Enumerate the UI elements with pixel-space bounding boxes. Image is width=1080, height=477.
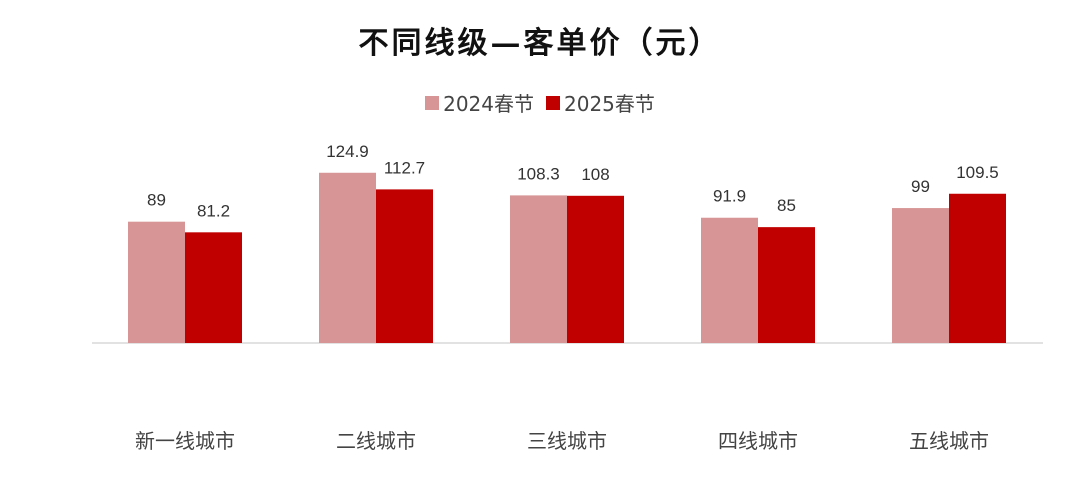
legend-item-2025: 2025春节 bbox=[546, 88, 655, 117]
bar-2025-2 bbox=[567, 195, 624, 343]
data-label-2024-3: 91.9 bbox=[713, 187, 746, 206]
legend-swatch-2024 bbox=[425, 95, 440, 110]
legend-swatch-2025 bbox=[546, 95, 560, 110]
data-label-2025-1: 112.7 bbox=[384, 158, 425, 177]
bar-2024-1 bbox=[319, 172, 376, 343]
data-label-2025-3: 85 bbox=[777, 196, 796, 215]
x-tick-label-1: 二线城市 bbox=[336, 429, 416, 453]
chart-title: 不同线级—客单价（元） bbox=[358, 26, 722, 61]
bar-2024-0 bbox=[128, 221, 185, 343]
data-label-2025-0: 81.2 bbox=[197, 201, 230, 220]
data-label-2024-1: 124.9 bbox=[326, 142, 369, 161]
legend-item-2024: 2024春节 bbox=[425, 88, 534, 117]
x-tick-label-4: 五线城市 bbox=[909, 429, 989, 453]
data-label-2024-0: 89 bbox=[147, 191, 166, 210]
bar-2025-4 bbox=[949, 193, 1006, 343]
bar-2025-0 bbox=[185, 232, 242, 343]
data-label-2025-2: 108 bbox=[581, 165, 609, 184]
legend-label-2024: 2024春节 bbox=[443, 92, 534, 116]
bar-2024-3 bbox=[701, 217, 758, 343]
bar-2025-3 bbox=[758, 227, 815, 343]
bar-2024-2 bbox=[510, 195, 567, 343]
legend: 2024春节 2025春节 bbox=[0, 88, 1080, 117]
x-tick-label-0: 新一线城市 bbox=[135, 429, 235, 453]
bar-2024-4 bbox=[892, 208, 949, 343]
data-label-2025-4: 109.5 bbox=[956, 163, 999, 182]
x-tick-label-2: 三线城市 bbox=[527, 429, 607, 453]
bar-2025-1 bbox=[376, 189, 433, 343]
data-label-2024-4: 99 bbox=[911, 177, 930, 196]
x-tick-label-3: 四线城市 bbox=[718, 429, 798, 453]
data-label-2024-2: 108.3 bbox=[517, 164, 560, 183]
legend-label-2025: 2025春节 bbox=[564, 92, 655, 116]
